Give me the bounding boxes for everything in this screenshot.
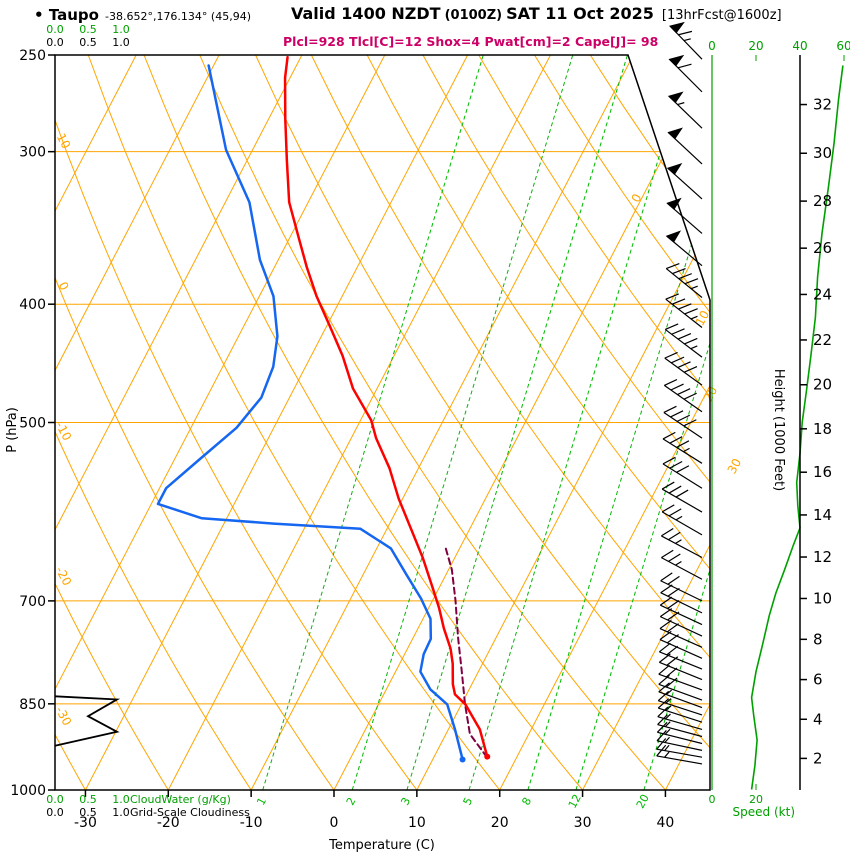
svg-text:10: 10 bbox=[813, 589, 832, 607]
plot-boundary bbox=[54, 54, 711, 791]
svg-text:-30: -30 bbox=[74, 815, 97, 831]
svg-text:Speed (kt): Speed (kt) bbox=[733, 805, 795, 819]
mixing-ratio-lines bbox=[262, 55, 710, 790]
svg-text:5: 5 bbox=[461, 795, 476, 807]
svg-text:0: 0 bbox=[330, 815, 339, 831]
svg-text:1.0: 1.0 bbox=[112, 806, 130, 819]
svg-text:500: 500 bbox=[19, 416, 46, 432]
svg-text:0: 0 bbox=[628, 191, 644, 204]
svg-text:8: 8 bbox=[519, 795, 534, 807]
svg-text:8: 8 bbox=[813, 630, 823, 648]
svg-text:300: 300 bbox=[19, 145, 46, 161]
forecast-tag: [13hrFcst@1600z] bbox=[661, 8, 782, 23]
svg-text:0.5: 0.5 bbox=[79, 793, 97, 806]
svg-text:6: 6 bbox=[813, 671, 823, 689]
stability-indices: Plcl=928 Tlcl[C]=12 Shox=4 Pwat[cm]=2 Ca… bbox=[283, 34, 659, 49]
svg-text:10: 10 bbox=[693, 308, 713, 328]
svg-text:60: 60 bbox=[836, 39, 850, 53]
svg-text:0.5: 0.5 bbox=[79, 806, 97, 819]
svg-text:1.0: 1.0 bbox=[112, 36, 130, 49]
svg-text:30: 30 bbox=[574, 815, 592, 831]
svg-text:20: 20 bbox=[491, 815, 509, 831]
svg-text:3: 3 bbox=[398, 795, 413, 807]
svg-text:30: 30 bbox=[725, 456, 745, 476]
svg-text:700: 700 bbox=[19, 594, 46, 610]
svg-text:0.5: 0.5 bbox=[79, 23, 97, 36]
cloud-scales: 0.0 0.5 1.00.0 0.5 1.00.0 0.5 1.0 CloudWater (g… bbox=[46, 23, 250, 819]
sounding-profiles bbox=[156, 55, 491, 763]
svg-text:28: 28 bbox=[813, 192, 832, 210]
svg-text:250: 250 bbox=[19, 48, 46, 64]
svg-text:1000: 1000 bbox=[10, 783, 46, 799]
svg-text:40: 40 bbox=[792, 39, 807, 53]
svg-text:P (hPa): P (hPa) bbox=[5, 407, 20, 453]
svg-text:0.0: 0.0 bbox=[46, 793, 64, 806]
svg-text:0.5: 0.5 bbox=[79, 36, 97, 49]
svg-text:12: 12 bbox=[566, 792, 584, 810]
svg-text:20: 20 bbox=[748, 39, 763, 53]
svg-text:10: 10 bbox=[54, 131, 74, 151]
valid-date: SAT 11 Oct 2025 bbox=[506, 4, 654, 23]
svg-text:40: 40 bbox=[657, 815, 675, 831]
svg-text:22: 22 bbox=[813, 331, 832, 349]
svg-text:12: 12 bbox=[813, 548, 832, 566]
station-header: • Taupo -38.652°,176.134° (45,94) bbox=[34, 5, 251, 24]
station-coords: -38.652°,176.134° (45,94) bbox=[104, 10, 251, 23]
svg-text:10: 10 bbox=[408, 815, 426, 831]
svg-text:-10: -10 bbox=[240, 815, 263, 831]
svg-text:20: 20 bbox=[749, 793, 763, 806]
svg-text:0: 0 bbox=[709, 793, 716, 806]
svg-text:2: 2 bbox=[813, 749, 823, 767]
svg-text:14: 14 bbox=[813, 506, 832, 524]
svg-text:16: 16 bbox=[813, 463, 832, 481]
svg-text:Grid-Scale Cloudiness: Grid-Scale Cloudiness bbox=[130, 806, 250, 819]
svg-text:18: 18 bbox=[813, 420, 832, 438]
temperature-axis: -30 -20 -10 0 10 20 30 40 Temperature (C) bbox=[74, 790, 674, 853]
svg-text:-20: -20 bbox=[157, 815, 180, 831]
svg-text:0.0: 0.0 bbox=[46, 806, 64, 819]
pressure-axis: 250 300 400 500 700 850 1000 P (hPa) bbox=[5, 48, 55, 799]
svg-text:0: 0 bbox=[708, 39, 716, 53]
valid-prefix: Valid 1400 NZDT bbox=[291, 4, 441, 23]
svg-text:20: 20 bbox=[813, 376, 832, 394]
svg-text:Height (1000 Feet): Height (1000 Feet) bbox=[771, 369, 786, 491]
svg-text:4: 4 bbox=[813, 710, 823, 728]
svg-text:CloudWater (g/Kg): CloudWater (g/Kg) bbox=[130, 793, 231, 806]
svg-text:32: 32 bbox=[813, 96, 832, 114]
svg-text:26: 26 bbox=[813, 239, 832, 257]
mixing-ratio-labels: 1 2 3 5 8 12 20 bbox=[254, 792, 652, 810]
svg-text:2: 2 bbox=[344, 795, 359, 807]
svg-text:0: 0 bbox=[56, 279, 72, 292]
svg-text:1.0: 1.0 bbox=[112, 793, 130, 806]
cloudiness-profile bbox=[54, 695, 121, 747]
svg-text:30: 30 bbox=[813, 144, 832, 162]
svg-text:Temperature (C): Temperature (C) bbox=[328, 838, 435, 853]
svg-text:-30: -30 bbox=[53, 704, 75, 728]
svg-text:0.0: 0.0 bbox=[46, 23, 64, 36]
station-name: • Taupo bbox=[34, 6, 99, 24]
svg-text:1.0: 1.0 bbox=[112, 23, 130, 36]
svg-text:400: 400 bbox=[19, 297, 46, 313]
svg-text:20: 20 bbox=[634, 792, 652, 810]
wind-barbs bbox=[656, 21, 703, 765]
valid-time-header: Valid 1400 NZDT (0100Z) SAT 11 Oct 2025 [13… bbox=[291, 4, 782, 23]
svg-text:1: 1 bbox=[254, 795, 269, 807]
valid-zulu: (0100Z) bbox=[444, 8, 503, 23]
svg-text:24: 24 bbox=[813, 285, 832, 303]
svg-text:0.0: 0.0 bbox=[46, 36, 64, 49]
svg-text:850: 850 bbox=[19, 697, 46, 713]
